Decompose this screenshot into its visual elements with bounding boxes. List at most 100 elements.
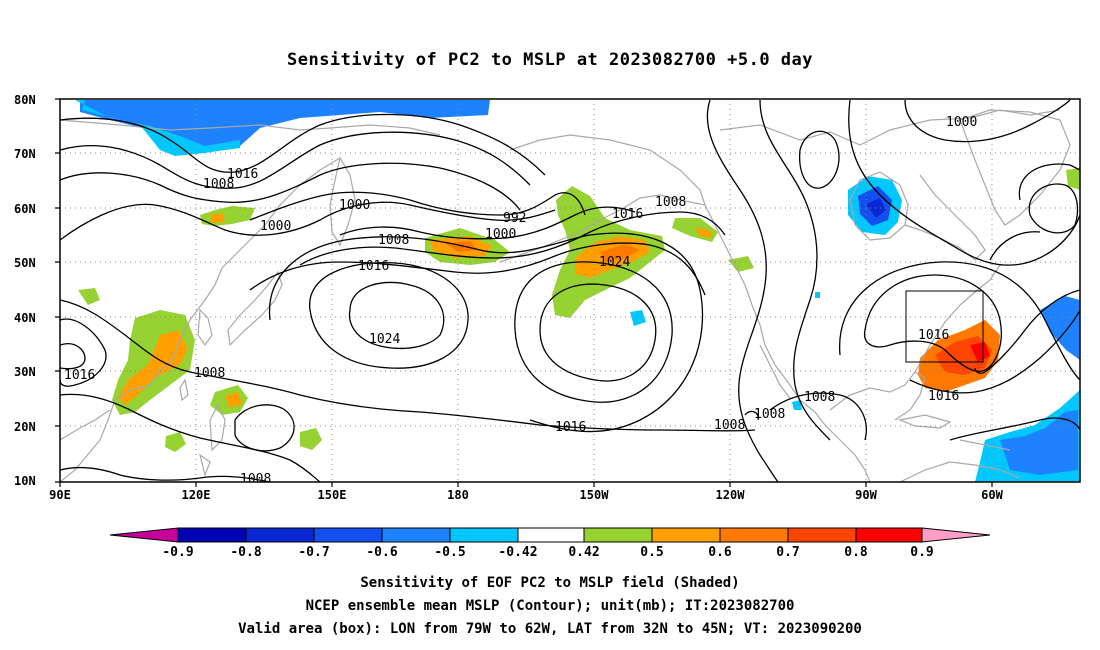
shade-cyan-small-5 [630, 310, 646, 326]
contour-label: 1008 [714, 418, 745, 433]
caption-line-1: Sensitivity of EOF PC2 to MSLP field (Sh… [360, 575, 740, 591]
shade-cyan-small-6 [792, 400, 802, 410]
contour-label: 1008 [194, 366, 225, 381]
contour-line [744, 410, 759, 421]
contour-line [514, 261, 673, 403]
contour-line [863, 274, 1002, 372]
colorbar-label: -0.9 [162, 545, 194, 560]
contour-line [339, 206, 636, 240]
contour-label: 1000 [339, 198, 370, 213]
shade-green-ne [1066, 168, 1080, 190]
shade-atl-blue-2 [1000, 410, 1078, 475]
contour-label: 992 [503, 211, 526, 226]
lon-label-90e: 90E [49, 488, 71, 502]
colorbar-label: 0.8 [844, 545, 868, 560]
contour-line [309, 261, 469, 369]
contour-line [60, 162, 521, 211]
contour-line [249, 242, 706, 296]
lon-label-120w: 120W [715, 488, 745, 502]
lon-label-180: 180 [447, 488, 469, 502]
plot-frame [59, 98, 1081, 483]
coastline-cuba [897, 414, 952, 429]
coastline-greenland [959, 109, 1071, 226]
contour-label: 1008 [240, 472, 271, 487]
coastline-labrador [904, 174, 986, 261]
contour-line [268, 232, 704, 433]
colorbar-label: -0.42 [498, 545, 538, 560]
shade-westpac-orange [118, 330, 188, 405]
shade-orange-small-4 [695, 228, 712, 238]
contour-line [249, 191, 586, 221]
colorbar-label: 0.9 [910, 545, 934, 560]
contour-line [706, 99, 779, 482]
colorbar-pos-end [921, 527, 991, 543]
shade-goa-red [600, 244, 640, 262]
coastline-kamchatka [329, 156, 356, 247]
contour-label: 1016 [612, 207, 643, 222]
contour-label: 1008 [754, 407, 785, 422]
colorbar-label: 0.5 [640, 545, 664, 560]
contour-line [1028, 183, 1079, 234]
shade-okhotsk-orange [210, 213, 225, 223]
contour-label: 1008 [655, 195, 686, 210]
colorbar-swatch-c7 [651, 527, 721, 543]
coastline-layer [60, 109, 1071, 482]
colorbar-swatch-c10 [855, 527, 923, 543]
lon-label-90w: 90W [855, 488, 877, 502]
colorbar-swatch-c3 [313, 527, 383, 543]
shade-atl-blue [1040, 296, 1080, 360]
contour-layer [60, 99, 1080, 482]
colorbar-label: 0.6 [708, 545, 732, 560]
lat-label-20n: 20N [14, 420, 36, 434]
lat-label-70n: 70N [14, 147, 36, 161]
contour-line [539, 283, 657, 382]
contour-label: 1024 [599, 255, 630, 270]
contour-line [974, 289, 1080, 374]
contour-label: 1024 [369, 332, 400, 347]
contour-label: 1016 [928, 389, 959, 404]
contour-label: 1016 [918, 328, 949, 343]
shade-green-small-5 [728, 256, 754, 272]
colorbar-label: -0.5 [434, 545, 466, 560]
coastline-gulf-mexico [829, 371, 926, 421]
colorbar-label: 0.42 [568, 545, 600, 560]
contour-label: 1016 [227, 167, 258, 182]
caption-line-3: Valid area (box): LON from 79W to 62W, L… [238, 621, 862, 637]
lon-label-120e: 120E [181, 488, 211, 502]
contour-line [234, 404, 295, 452]
contour-label: 1008 [378, 233, 409, 248]
contour-line [60, 131, 531, 189]
colorbar-swatch-c4 [381, 527, 451, 543]
colorbar [109, 527, 991, 543]
contour-line [769, 392, 867, 441]
shade-green-small-3 [78, 288, 100, 305]
lat-label-10n: 10N [14, 474, 36, 488]
coastline-aleutians [499, 239, 561, 263]
coastline-south-america [899, 461, 1021, 482]
contour-line [348, 281, 445, 350]
lon-label-60w: 60W [981, 488, 1003, 502]
coastline-na-west [704, 204, 871, 482]
lat-label-80n: 80N [14, 93, 36, 107]
colorbar-swatch-c5 [449, 527, 519, 543]
coastline-antilles [959, 439, 1011, 451]
lon-label-150w: 150W [579, 488, 609, 502]
contour-label: 1008 [804, 390, 835, 405]
contour-line [949, 417, 1080, 441]
valid-area-box [905, 290, 984, 363]
coastline-korea [197, 308, 213, 347]
coastline-na-east [914, 264, 1001, 373]
shading-layer [75, 100, 1080, 482]
contour-label: 1016 [358, 259, 389, 274]
shade-ph-orange [225, 392, 242, 408]
caption-line-2: NCEP ensemble mean MSLP (Contour); unit(… [305, 598, 795, 614]
colorbar-label: -0.7 [298, 545, 330, 560]
contour-label: 1000 [485, 227, 516, 242]
contour-line [909, 309, 1080, 394]
colorbar-label: -0.6 [366, 545, 398, 560]
contour-line [60, 318, 107, 387]
coastline-indochina [60, 409, 111, 441]
contour-label: 1016 [555, 420, 586, 435]
colorbar-swatch-c2 [245, 527, 315, 543]
